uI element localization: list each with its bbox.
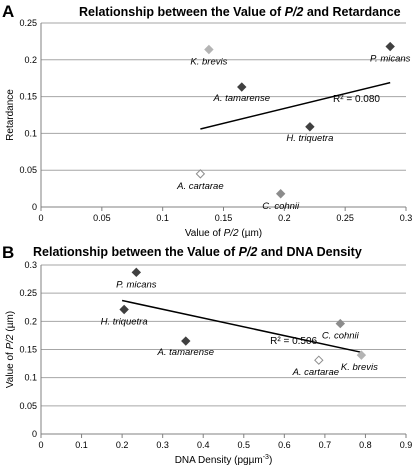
y-axis-label: Value of P/2 (µm) — [5, 311, 16, 388]
data-point-marker — [195, 169, 206, 179]
chart-panel-a: A Relationship between the Value of P/2 a… — [2, 2, 412, 239]
y-tick-label: 0.3 — [24, 260, 37, 270]
x-tick-label: 0.4 — [197, 440, 210, 450]
chart-title: Relationship between the Value of P/2 an… — [79, 5, 401, 19]
y-tick-label: 0.1 — [24, 128, 37, 138]
y-axis-label: Retardance — [5, 89, 16, 141]
r-squared-label: R² = 0.080 — [333, 94, 380, 105]
y-tick-label: 0.15 — [19, 345, 37, 355]
data-point-label: K. brevis — [190, 56, 227, 67]
x-tick-label: 0.2 — [116, 440, 129, 450]
title-text: and Retardance — [303, 5, 400, 19]
x-axis-label-italic: P/2 — [224, 228, 239, 239]
x-tick-label: 0 — [38, 440, 43, 450]
data-point-marker — [275, 189, 286, 199]
y-tick-label: 0 — [32, 429, 37, 439]
title-italic: P/2 — [285, 5, 304, 19]
title-italic: P/2 — [239, 245, 258, 259]
data-point-marker — [385, 41, 395, 52]
x-tick-label: 0 — [38, 213, 43, 223]
data-point-marker — [237, 82, 247, 92]
x-axis-label-superscript: -3 — [263, 454, 269, 461]
x-tick-label: 0.15 — [215, 213, 233, 223]
title-text: Relationship between the Value of — [79, 5, 285, 19]
data-point-label: P. micans — [116, 279, 157, 290]
panel-letter: B — [2, 243, 14, 262]
x-tick-label: 0.3 — [156, 440, 169, 450]
trendline — [200, 81, 391, 130]
y-tick-label: 0.25 — [19, 18, 37, 28]
x-tick-label: 0.3 — [400, 213, 413, 223]
data-point-marker — [335, 318, 346, 329]
y-tick-label: 0.1 — [24, 373, 37, 383]
data-point-label: A. tamarense — [157, 347, 215, 358]
x-axis-label: Value of P/2 (µm) — [185, 228, 262, 239]
x-tick-label: 0.05 — [93, 213, 111, 223]
data-point-marker — [356, 350, 367, 360]
x-axis-label: DNA Density (pgµm-3) — [175, 454, 273, 465]
x-tick-label: 0.7 — [319, 440, 332, 450]
r-squared-label: R² = 0.506 — [270, 336, 317, 347]
y-axis-label-text: Value of — [5, 349, 16, 388]
x-tick-label: 0.8 — [359, 440, 372, 450]
data-point-marker — [204, 44, 214, 55]
data-point-label: A. tamarense — [213, 93, 271, 104]
title-text: Relationship between the Value of — [33, 245, 239, 259]
x-tick-label: 0.1 — [75, 440, 88, 450]
x-tick-label: 0.2 — [278, 213, 291, 223]
data-point-marker — [181, 336, 191, 346]
data-point-label: K. brevis — [341, 362, 378, 373]
x-axis-label-text: ) — [269, 455, 272, 465]
data-point-label: P. micans — [370, 54, 411, 65]
x-tick-label: 0.9 — [400, 440, 413, 450]
panel-letter: A — [2, 2, 14, 21]
x-tick-label: 0.5 — [238, 440, 251, 450]
x-axis-label-text: (µm) — [239, 228, 263, 239]
chart-title: Relationship between the Value of P/2 an… — [33, 245, 362, 259]
data-point-marker — [131, 267, 142, 278]
y-tick-label: 0.05 — [19, 165, 37, 175]
y-tick-label: 0.2 — [24, 55, 37, 65]
x-tick-label: 0.1 — [156, 213, 169, 223]
chart-panel-b: B Relationship between the Value of P/2 a… — [2, 243, 412, 465]
x-axis-label-text: Value of — [185, 228, 224, 239]
y-tick-label: 0 — [32, 202, 37, 212]
data-point-label: A. cartarae — [176, 181, 223, 192]
trendline — [121, 299, 362, 354]
x-tick-label: 0.25 — [336, 213, 354, 223]
y-tick-label: 0.25 — [19, 288, 37, 298]
data-point-marker — [314, 355, 324, 365]
data-point-label: H. triquetra — [101, 317, 148, 328]
y-axis-label-italic: P/2 — [5, 334, 16, 349]
x-axis-label-text: DNA Density (pgµm — [175, 455, 263, 465]
data-point-marker — [119, 304, 129, 315]
data-point-label: C. cohnii — [322, 331, 360, 342]
x-tick-label: 0.6 — [278, 440, 291, 450]
y-tick-label: 0.2 — [24, 316, 37, 326]
y-axis-label-text: (µm) — [5, 311, 16, 335]
title-text: and DNA Density — [257, 245, 361, 259]
data-point-marker — [305, 122, 315, 132]
data-point-label: H. triquetra — [286, 133, 333, 144]
data-point-label: C. cohnii — [262, 201, 300, 212]
y-tick-label: 0.15 — [19, 92, 37, 102]
data-point-label: A. cartarae — [292, 367, 339, 378]
y-tick-label: 0.05 — [19, 401, 37, 411]
